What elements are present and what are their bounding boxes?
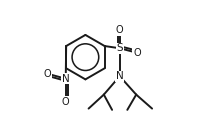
Text: N: N — [62, 74, 70, 84]
Text: O: O — [133, 48, 141, 58]
Text: S: S — [116, 43, 123, 53]
Text: O: O — [116, 26, 123, 35]
Text: O: O — [62, 97, 70, 107]
Text: O: O — [43, 69, 51, 79]
Text: N: N — [116, 71, 123, 81]
